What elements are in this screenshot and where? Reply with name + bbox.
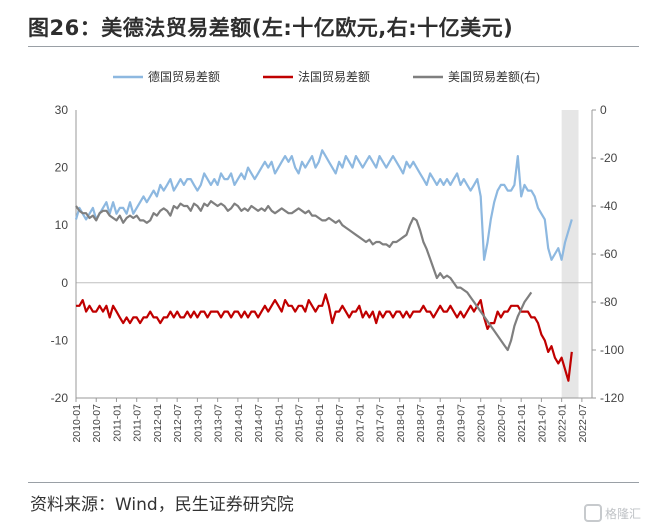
x-tick-label: 2014-01 <box>233 404 245 443</box>
x-tick-label: 2021-01 <box>516 404 528 443</box>
chart-title: 图26：美德法贸易差额(左:十亿欧元,右:十亿美元) <box>28 16 514 40</box>
watermark: 格隆汇 <box>584 500 644 526</box>
x-tick-label: 2017-07 <box>375 404 387 443</box>
left-tick-label: 20 <box>55 161 69 175</box>
x-tick-label: 2015-07 <box>294 404 306 443</box>
source-note: 资料来源：Wind，民生证券研究院 <box>30 495 294 515</box>
x-tick-label: 2018-01 <box>395 404 407 443</box>
x-tick-label: 2016-07 <box>334 404 346 443</box>
x-tick-label: 2012-07 <box>172 404 184 443</box>
right-tick-label: -20 <box>600 151 618 165</box>
series-line-2 <box>75 200 533 352</box>
legend-label-1: 法国贸易差额 <box>298 70 370 84</box>
title-divider <box>28 46 639 47</box>
left-tick-label: 0 <box>61 276 68 290</box>
x-tick-label: 2017-01 <box>354 404 366 443</box>
x-tick-label: 2010-07 <box>91 404 103 443</box>
right-tick-label: -120 <box>600 391 624 405</box>
x-tick-label: 2010-01 <box>71 404 83 443</box>
x-tick-label: 2022-07 <box>577 404 589 443</box>
x-tick-label: 2015-01 <box>273 404 285 443</box>
legend-label-0: 德国贸易差额 <box>148 69 220 84</box>
series-lines <box>74 149 573 382</box>
series-line-1 <box>76 293 573 382</box>
x-tick-label: 2020-01 <box>476 404 488 443</box>
x-tick-label: 2014-07 <box>253 404 265 443</box>
x-tick-label: 2018-07 <box>415 404 427 443</box>
x-tick-label: 2022-01 <box>557 404 569 443</box>
x-tick-label: 2019-07 <box>455 404 467 443</box>
left-tick-label: -10 <box>51 333 69 347</box>
left-tick-label: 30 <box>55 103 69 117</box>
right-tick-label: -100 <box>600 343 624 357</box>
legend: 德国贸易差额 法国贸易差额 美国贸易差额(右) <box>113 69 540 84</box>
left-tick-label: -20 <box>51 391 69 405</box>
x-tick-label: 2013-07 <box>213 404 225 443</box>
left-tick-label: 10 <box>55 218 69 232</box>
shaded-period-2022 <box>561 110 579 398</box>
watermark-text: 格隆汇 <box>605 506 642 521</box>
x-tick-label: 2012-01 <box>152 404 164 443</box>
shaded-region <box>561 110 579 398</box>
footer-divider <box>28 482 639 483</box>
x-tick-label: 2013-01 <box>192 404 204 443</box>
series-line-0 <box>74 149 573 261</box>
right-tick-label: -40 <box>600 199 618 213</box>
legend-label-2: 美国贸易差额(右) <box>448 69 540 84</box>
x-tick-label: 2021-07 <box>536 404 548 443</box>
x-tick-label: 2016-01 <box>314 404 326 443</box>
right-tick-label: -80 <box>600 295 618 309</box>
x-tick-label: 2020-07 <box>496 404 508 443</box>
x-tick-label: 2011-07 <box>132 404 144 442</box>
x-tick-label: 2011-01 <box>111 404 123 442</box>
right-tick-label: 0 <box>600 103 607 117</box>
watermark-logo-icon <box>584 504 602 522</box>
right-tick-label: -60 <box>600 247 618 261</box>
x-tick-label: 2019-01 <box>435 404 447 443</box>
axes: 30 20 10 0 -10 -20 0 -20 -40 -60 -80 -100 -120 2010-0… <box>51 103 625 443</box>
